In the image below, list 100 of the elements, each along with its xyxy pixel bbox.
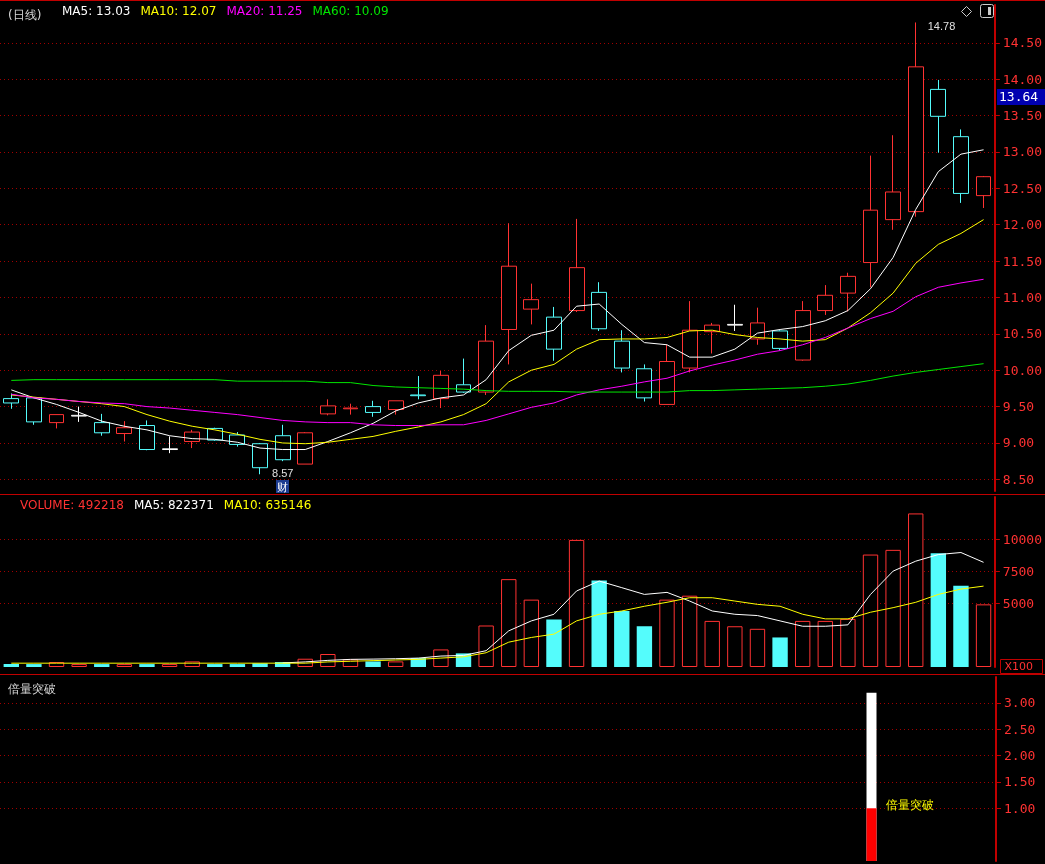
bar — [930, 553, 947, 667]
candlestick — [139, 419, 155, 451]
y-tick-label: 1.00 — [1004, 800, 1036, 816]
bar — [94, 664, 110, 667]
bar — [975, 604, 992, 667]
candlestick — [840, 272, 856, 312]
line-series — [10, 363, 985, 393]
bar — [3, 664, 19, 667]
candlestick — [49, 414, 64, 429]
candlestick — [343, 403, 358, 416]
bar — [591, 580, 607, 667]
candlestick — [795, 300, 811, 362]
y-tick-label: 12.50 — [1002, 180, 1043, 196]
line-series — [10, 219, 985, 445]
bar — [681, 595, 698, 667]
candlestick — [478, 324, 494, 396]
annotation: 倍量突破 — [885, 798, 934, 813]
y-tick-label: 13.00 — [1002, 144, 1043, 160]
candlestick — [388, 400, 404, 416]
bar — [26, 664, 42, 667]
y-tick-label: 5000 — [1002, 595, 1035, 611]
candlestick — [252, 442, 268, 475]
candlestick — [682, 300, 698, 373]
candlestick — [953, 128, 969, 204]
bar — [794, 620, 811, 667]
text: MA5: 822371 — [133, 498, 214, 512]
candlestick — [320, 398, 336, 416]
y-tick-label: 2.00 — [1004, 748, 1036, 764]
candlestick — [591, 281, 607, 332]
candlestick — [546, 306, 562, 362]
bar — [772, 637, 788, 667]
bar — [659, 599, 675, 667]
candlestick — [863, 155, 878, 288]
bar — [817, 620, 833, 667]
bar — [749, 628, 766, 667]
candlestick — [410, 375, 426, 400]
text: MA5: 13.03 — [62, 4, 131, 18]
candlestick — [365, 400, 381, 418]
text: MA20: 11.25 — [226, 4, 303, 18]
line-series — [282, 552, 985, 664]
bar — [568, 539, 585, 667]
y-tick-label: 13.50 — [1002, 108, 1043, 124]
y-tick-label: 3.00 — [1004, 695, 1036, 711]
candlestick — [433, 370, 449, 409]
y-tick-label: 10.50 — [1002, 326, 1043, 342]
bar — [908, 513, 924, 667]
annotation: 财 — [277, 480, 288, 493]
candlestick — [930, 79, 946, 154]
bar — [704, 620, 720, 667]
bar — [365, 661, 381, 667]
y-axis-title: X100 — [1004, 659, 1034, 673]
y-tick-label: 8.50 — [1002, 471, 1035, 487]
candlestick — [908, 21, 924, 218]
y-tick-label: 7500 — [1002, 563, 1035, 579]
y-tick-label: 10.00 — [1002, 362, 1043, 378]
annotation: 14.78 — [927, 19, 956, 32]
candlestick — [116, 420, 132, 443]
y-tick-label: 1.50 — [1004, 774, 1036, 790]
line-series — [10, 149, 985, 451]
candlestick — [297, 431, 313, 465]
candlestick — [26, 396, 42, 426]
y-tick-label: 9.50 — [1002, 399, 1035, 415]
text: 13.64 — [999, 89, 1039, 104]
bar — [207, 664, 223, 667]
bar — [388, 661, 404, 667]
y-tick-label: 2.50 — [1004, 721, 1036, 737]
candlestick — [885, 134, 901, 231]
candlestick — [501, 222, 517, 365]
bar — [523, 599, 540, 667]
candlestick — [817, 284, 833, 316]
bar — [636, 626, 653, 667]
bar — [953, 585, 969, 667]
y-tick-label: 9.00 — [1002, 435, 1035, 451]
candlestick — [772, 329, 788, 352]
candlestick — [727, 304, 743, 332]
chart-title: (日线) — [8, 8, 42, 22]
candlestick — [614, 329, 630, 373]
text: VOLUME: 492218 — [20, 498, 124, 512]
y-tick-label: 14.00 — [1002, 71, 1043, 87]
bar — [139, 664, 155, 667]
bar — [727, 626, 743, 667]
bar — [478, 625, 494, 667]
y-tick-label: 12.00 — [1002, 217, 1043, 233]
candlestick — [659, 344, 675, 405]
bar — [840, 618, 856, 667]
y-tick-label: 11.50 — [1002, 253, 1043, 269]
y-tick-label: 11.00 — [1002, 289, 1043, 305]
y-tick-label: 14.50 — [1002, 35, 1043, 51]
line-series — [10, 278, 985, 427]
candlestick — [976, 175, 991, 209]
chart-title: 倍量突破 — [8, 682, 56, 696]
text: MA60: 10.09 — [312, 4, 389, 18]
bar — [546, 619, 562, 667]
bar — [614, 610, 630, 667]
candlestick — [569, 218, 585, 313]
candlestick — [523, 283, 539, 325]
text: MA10: 12.07 — [140, 4, 217, 18]
annotation: 8.57 — [272, 466, 294, 479]
bar — [229, 664, 246, 667]
y-tick-label: 10000 — [1002, 532, 1043, 548]
